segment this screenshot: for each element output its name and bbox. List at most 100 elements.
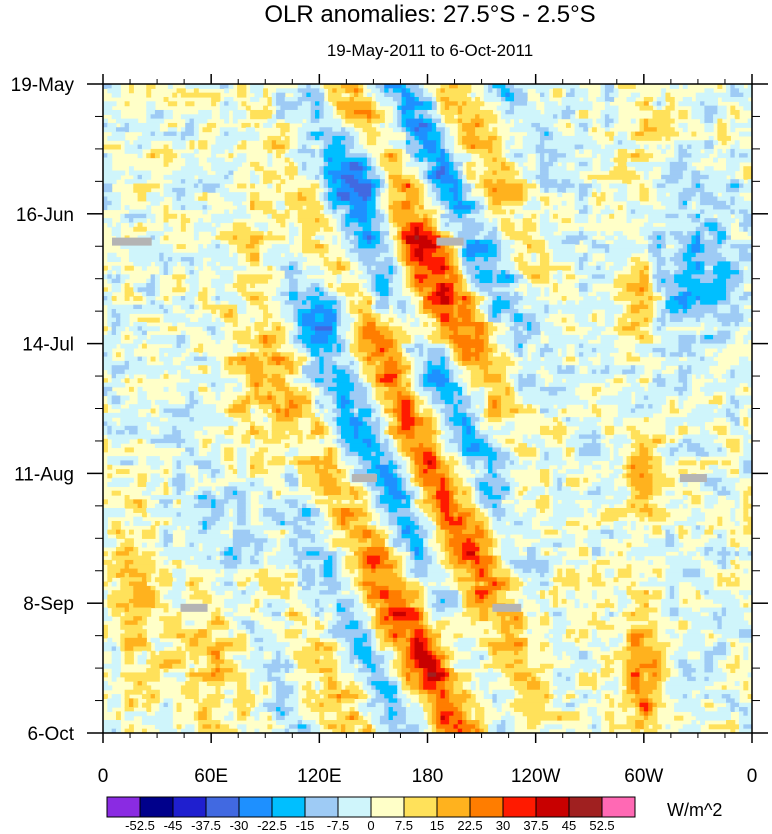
field-cell bbox=[475, 300, 481, 306]
field-cell bbox=[302, 231, 316, 237]
field-cell bbox=[345, 343, 351, 349]
field-cell bbox=[423, 451, 433, 457]
field-cell bbox=[418, 174, 424, 180]
field-cell bbox=[245, 127, 256, 133]
field-cell bbox=[271, 417, 277, 423]
field-cell bbox=[362, 317, 377, 323]
field-cell bbox=[466, 516, 476, 522]
field-cell bbox=[111, 525, 121, 531]
field-cell bbox=[327, 265, 338, 271]
field-cell bbox=[254, 166, 264, 172]
field-cell bbox=[643, 222, 654, 228]
field-cell bbox=[358, 417, 364, 423]
field-cell bbox=[488, 369, 506, 375]
field-cell bbox=[665, 356, 680, 362]
field-cell bbox=[613, 278, 641, 284]
field-cell bbox=[449, 161, 455, 167]
field-cell bbox=[349, 213, 368, 219]
field-cell bbox=[609, 460, 623, 466]
field-cell bbox=[107, 222, 113, 228]
field-cell bbox=[652, 347, 667, 353]
field-cell bbox=[687, 248, 693, 254]
field-cell bbox=[388, 179, 394, 185]
field-cell bbox=[739, 304, 744, 310]
field-cell bbox=[146, 339, 178, 345]
field-cell bbox=[431, 252, 450, 258]
field-cell bbox=[379, 443, 390, 449]
field-cell bbox=[479, 469, 489, 474]
field-cell bbox=[687, 443, 701, 449]
field-cell bbox=[544, 451, 550, 457]
field-cell bbox=[436, 443, 442, 449]
field-cell bbox=[726, 200, 731, 206]
field-cell bbox=[418, 469, 424, 474]
field-cell bbox=[462, 196, 468, 202]
field-cell bbox=[462, 105, 481, 111]
field-cell bbox=[133, 218, 147, 224]
field-cell bbox=[726, 226, 731, 232]
field-cell bbox=[544, 109, 563, 115]
field-cell bbox=[388, 546, 394, 552]
field-cell bbox=[353, 174, 364, 180]
field-cell bbox=[656, 105, 662, 111]
field-cell bbox=[457, 313, 472, 319]
field-cell bbox=[470, 278, 481, 284]
field-cell bbox=[319, 386, 325, 392]
field-cell bbox=[648, 395, 667, 401]
field-cell bbox=[700, 101, 706, 107]
field-cell bbox=[565, 482, 580, 487]
field-cell bbox=[297, 170, 320, 176]
field-cell bbox=[630, 460, 649, 466]
field-cell bbox=[410, 265, 416, 271]
field-cell bbox=[466, 412, 476, 418]
field-cell bbox=[561, 529, 567, 535]
field-cell bbox=[527, 283, 532, 288]
field-cell bbox=[128, 386, 134, 392]
field-cell bbox=[700, 209, 706, 215]
field-cell bbox=[237, 512, 247, 518]
field-cell bbox=[319, 114, 325, 120]
field-cell bbox=[388, 196, 407, 202]
field-cell bbox=[444, 347, 450, 353]
field-cell bbox=[310, 300, 338, 306]
field-cell bbox=[700, 386, 736, 392]
field-cell bbox=[103, 339, 121, 345]
field-cell bbox=[444, 270, 455, 275]
field-cell bbox=[457, 300, 463, 306]
field-cell bbox=[613, 469, 623, 474]
field-cell bbox=[678, 157, 684, 163]
field-cell bbox=[604, 127, 610, 133]
field-cell bbox=[353, 412, 359, 418]
field-cell bbox=[206, 520, 217, 526]
field-cell bbox=[423, 118, 433, 124]
field-cell bbox=[431, 166, 437, 172]
field-cell bbox=[405, 477, 411, 483]
field-cell bbox=[245, 499, 251, 505]
field-cell bbox=[462, 542, 476, 548]
field-cell bbox=[717, 261, 731, 267]
field-cell bbox=[267, 378, 286, 384]
field-cell bbox=[643, 525, 649, 531]
field-cell bbox=[548, 157, 558, 163]
field-cell bbox=[635, 408, 662, 414]
field-cell bbox=[604, 425, 615, 431]
field-cell bbox=[492, 486, 502, 492]
field-cell bbox=[475, 317, 485, 323]
field-cell bbox=[622, 464, 628, 470]
field-cell bbox=[397, 153, 403, 159]
field-cell bbox=[522, 192, 528, 198]
field-cell bbox=[743, 313, 752, 319]
field-cell bbox=[431, 438, 437, 444]
field-cell bbox=[475, 239, 481, 245]
field-cell bbox=[219, 313, 225, 319]
field-cell bbox=[427, 109, 437, 115]
field-cell bbox=[276, 187, 281, 193]
field-cell bbox=[163, 157, 173, 163]
field-cell bbox=[280, 520, 286, 526]
field-cell bbox=[682, 495, 688, 500]
field-cell bbox=[678, 447, 688, 453]
field-cell bbox=[310, 308, 333, 314]
field-cell bbox=[302, 317, 316, 323]
field-cell bbox=[258, 495, 269, 500]
field-cell bbox=[444, 447, 459, 453]
